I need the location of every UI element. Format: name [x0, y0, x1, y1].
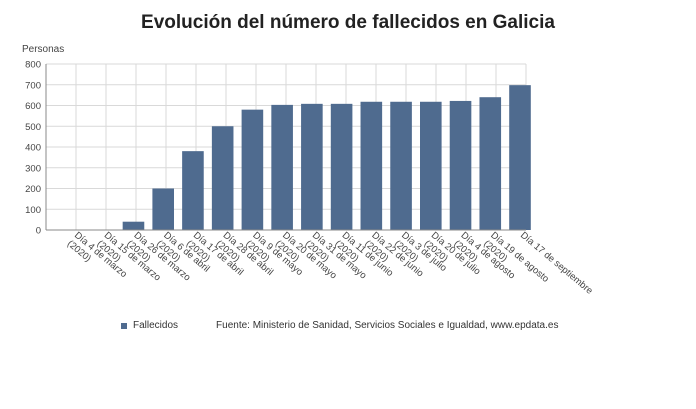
bar [152, 188, 174, 230]
bar [182, 151, 204, 230]
bar [420, 101, 442, 231]
bar [479, 97, 502, 230]
y-axis-label: Personas [22, 44, 65, 55]
bar [330, 103, 353, 230]
y-tick-label: 300 [25, 163, 41, 174]
source-note: Fuente: Ministerio de Sanidad, Servicios… [216, 320, 559, 331]
y-tick-label: 800 [25, 60, 41, 71]
y-tick-label: 200 [25, 184, 41, 195]
bar [211, 126, 234, 230]
bar [271, 104, 293, 230]
y-tick-label: 100 [25, 205, 41, 216]
legend-swatch [121, 322, 127, 329]
y-tick-label: 700 [25, 80, 41, 91]
bar [360, 101, 383, 231]
bar [449, 100, 472, 230]
y-tick-label: 500 [25, 122, 41, 133]
bar [241, 109, 264, 230]
y-tick-label: 400 [25, 143, 41, 154]
bar [301, 103, 323, 230]
bar [122, 221, 145, 230]
y-tick-label: 0 [36, 226, 41, 237]
chart-title: Evolución del número de fallecidos en Ga… [141, 12, 555, 33]
bar [509, 85, 531, 230]
legend-series-label: Fallecidos [133, 320, 179, 331]
legend: Fallecidos Fuente: Ministerio de Sanidad… [121, 320, 558, 331]
y-tick-label: 600 [25, 101, 41, 112]
bar [390, 101, 412, 231]
